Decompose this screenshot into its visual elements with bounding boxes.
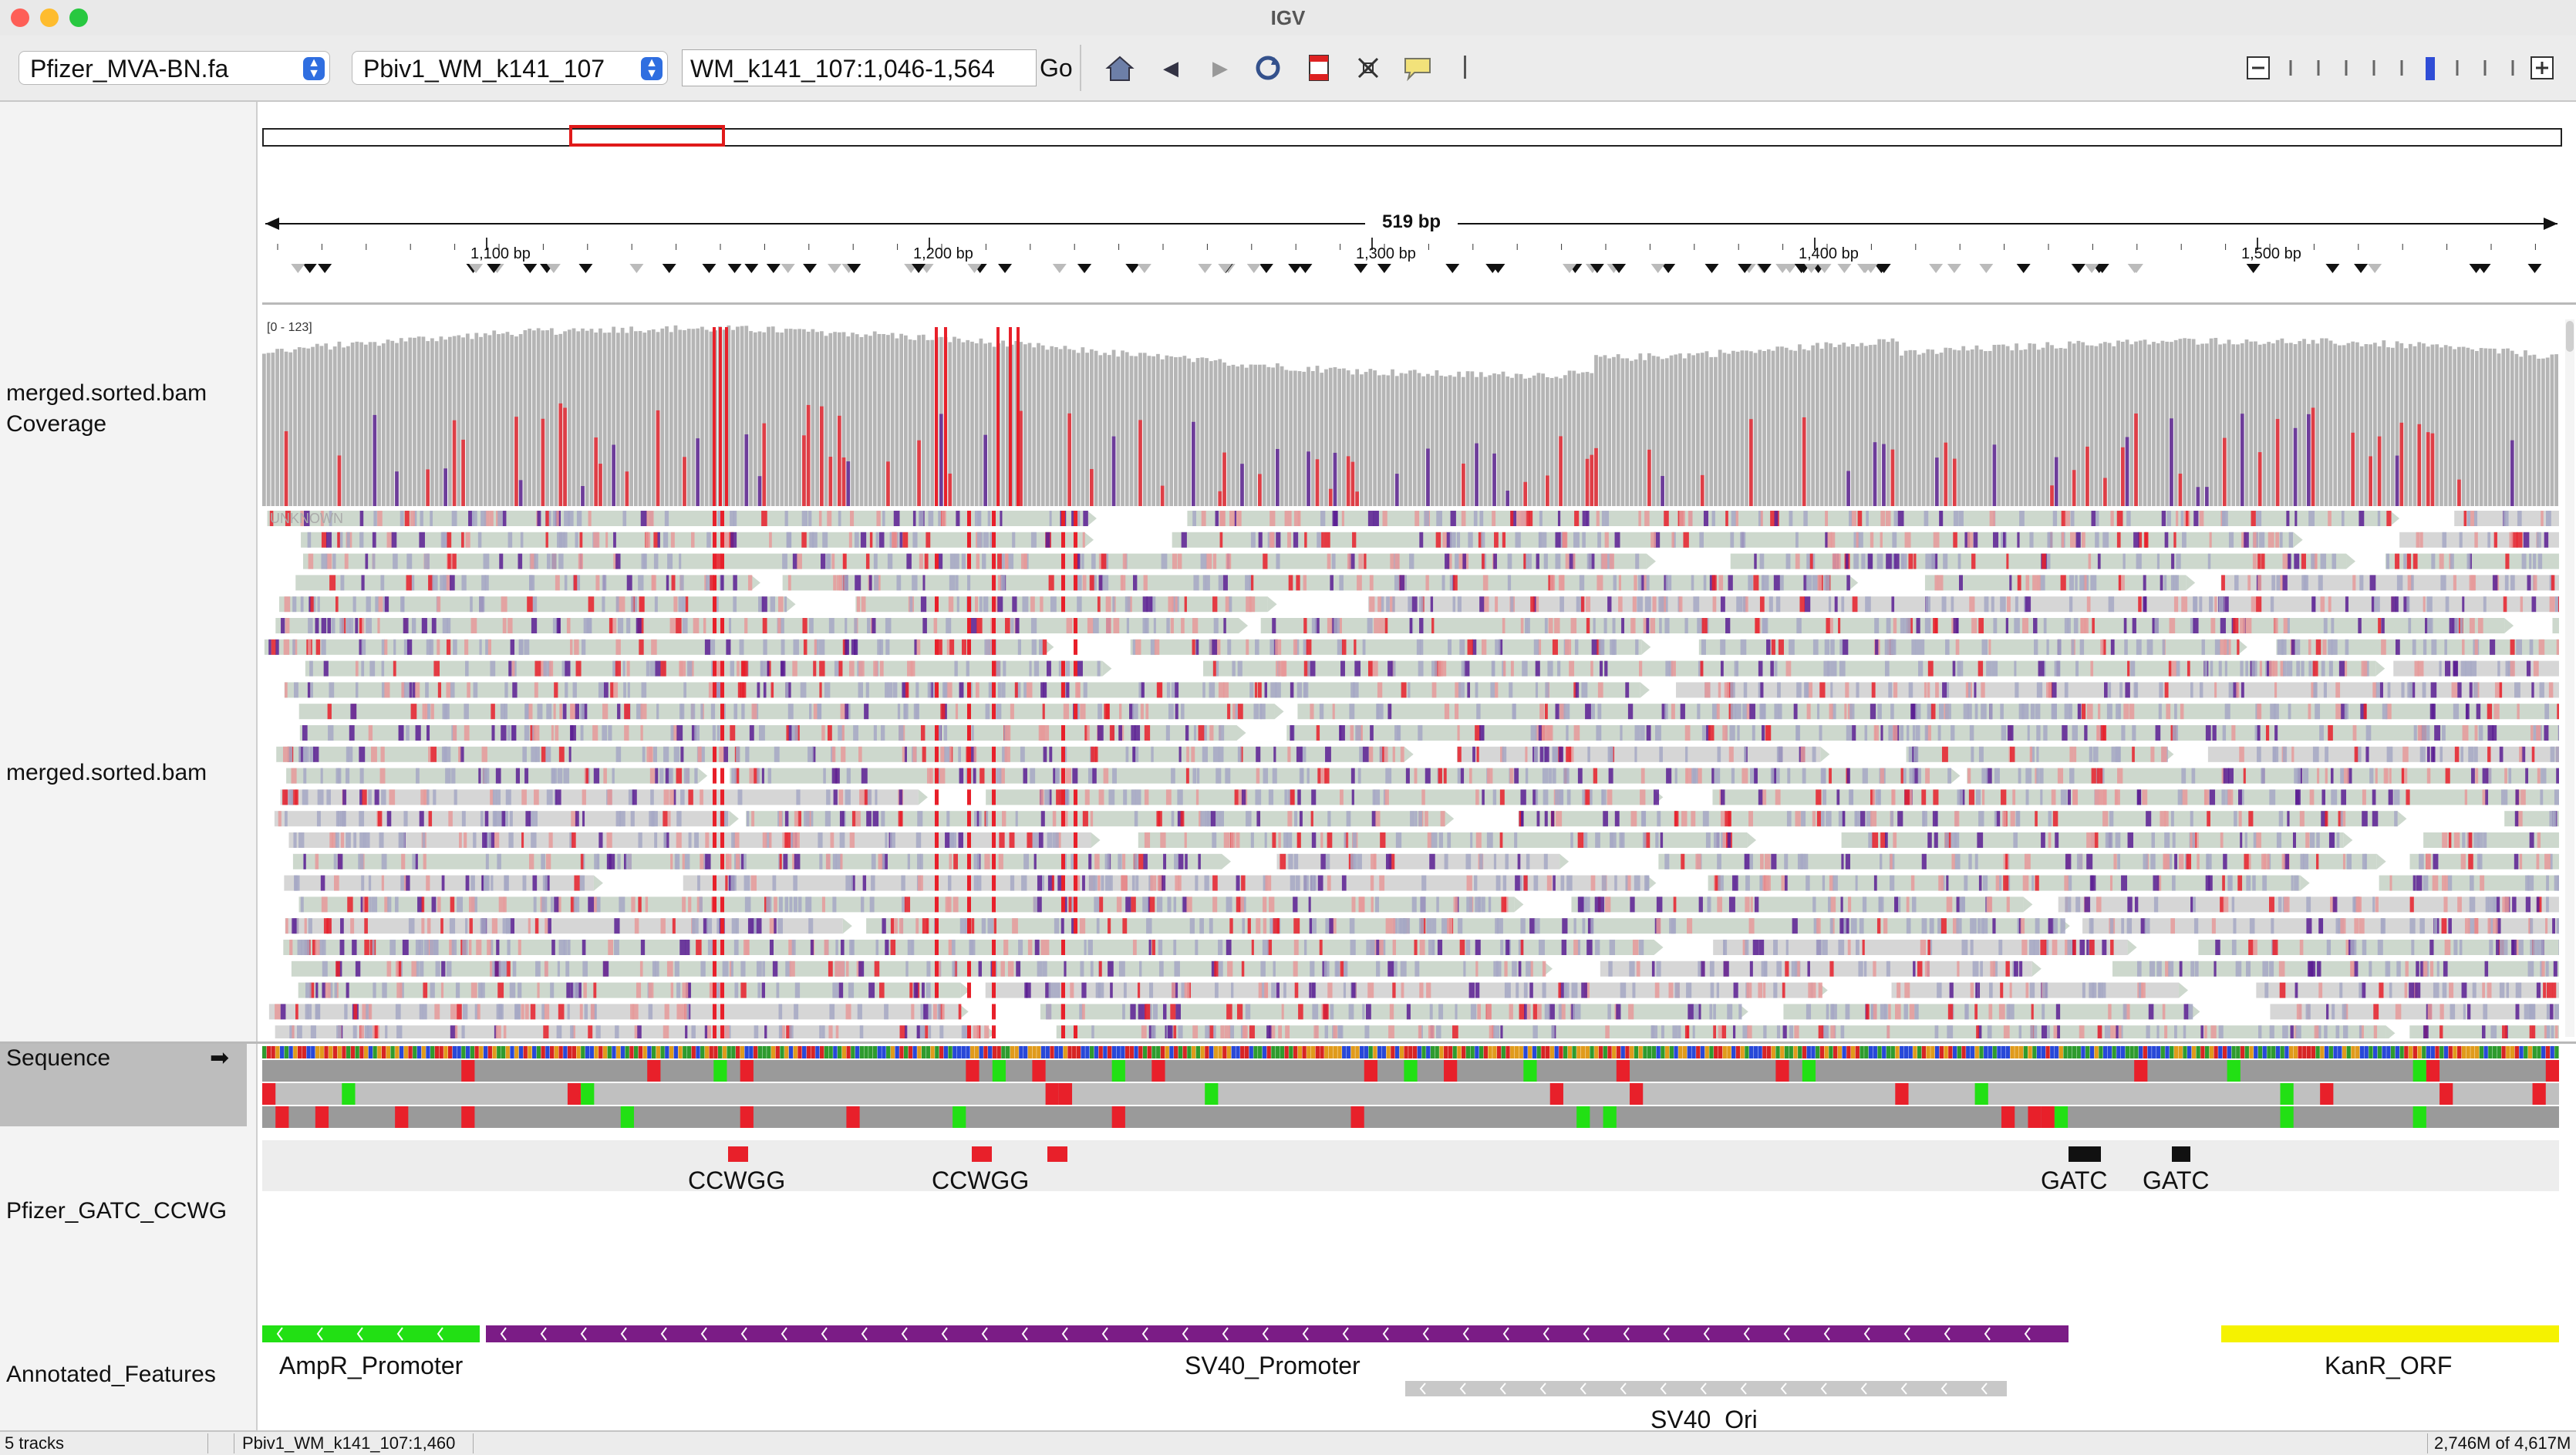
motif-label: CCWGG — [932, 1166, 1029, 1195]
vertical-scrollbar[interactable] — [2565, 319, 2574, 1037]
panel-divider[interactable] — [0, 1041, 2576, 1044]
back-icon[interactable]: ◀ — [1155, 52, 1186, 83]
ruler-span-label: 519 bp — [1382, 211, 1441, 233]
window-title: IGV — [0, 6, 2576, 30]
home-icon[interactable] — [1104, 52, 1135, 83]
features-track[interactable]: AmpR_Promoter SV40_Promoter KanR_ORF SV4… — [262, 1325, 2559, 1430]
feature-label-sv40-promoter: SV40_Promoter — [1185, 1352, 1360, 1380]
window-title-bar: IGV — [0, 0, 2576, 36]
ruler-tick-label: 1,500 bp — [2241, 245, 2301, 263]
ccwgg-motif-mark[interactable] — [972, 1146, 992, 1162]
refresh-icon[interactable] — [1253, 52, 1283, 83]
motif-track-name[interactable]: Pfizer_GATC_CCWG — [6, 1196, 227, 1227]
ccwgg-motif-mark[interactable] — [728, 1146, 748, 1162]
sequence-bases — [262, 1046, 2559, 1140]
alignment-track[interactable]: UNKNOWN — [262, 506, 2559, 1038]
zoom-out-icon[interactable] — [2243, 52, 2274, 83]
ruler-tick-label: 1,400 bp — [1799, 245, 1859, 263]
feature-label-kanr-orf: KanR_ORF — [2325, 1352, 2452, 1380]
status-track-count: 5 tracks — [0, 1433, 208, 1453]
locus-input[interactable]: WM_k141_107:1,046-1,564 — [682, 49, 1037, 86]
alignment-track-name[interactable]: merged.sorted.bam — [6, 758, 207, 788]
features-track-name[interactable]: Annotated_Features — [6, 1359, 216, 1390]
toolbar: Pfizer_MVA-BN.fa ▲▼ Pbiv1_WM_k141_107 ▲▼… — [0, 35, 2576, 102]
select-arrows-icon: ▲▼ — [303, 57, 325, 80]
toolbar-separator — [1080, 45, 1081, 91]
sequence-track[interactable] — [262, 1046, 2559, 1140]
ruler-tick-label: 1,100 bp — [470, 245, 531, 263]
chromosome-select[interactable]: Pbiv1_WM_k141_107 ▲▼ — [352, 51, 668, 85]
zoom-slider[interactable] — [2283, 57, 2530, 80]
status-spacer — [211, 1433, 234, 1453]
forward-icon[interactable]: ▶ — [1205, 52, 1236, 83]
ruler-tick-label: 1,300 bp — [1356, 245, 1416, 263]
motif-label: GATC — [2143, 1166, 2210, 1195]
motif-label: GATC — [2041, 1166, 2108, 1195]
ccwgg-motif-mark[interactable] — [1047, 1146, 1067, 1162]
gatc-motif-mark[interactable] — [2069, 1146, 2101, 1162]
select-arrows-icon: ▲▼ — [641, 57, 663, 80]
status-message — [477, 1433, 2428, 1453]
coverage-histogram — [262, 312, 2559, 506]
strand-arrow-icon[interactable]: ➡ — [210, 1043, 229, 1074]
ruler-panel: 519 bp 1,100 bp 1,200 bp 1,300 bp 1,400 … — [262, 102, 2576, 305]
coverage-track-name[interactable]: merged.sorted.bam Coverage — [6, 378, 251, 440]
resize-icon[interactable] — [1353, 52, 1384, 83]
chromosome-select-value: Pbiv1_WM_k141_107 — [363, 55, 605, 83]
current-view-indicator — [569, 125, 725, 147]
toolbar-separator — [1464, 56, 1466, 79]
motif-label: CCWGG — [688, 1166, 785, 1195]
go-button[interactable]: Go — [1040, 49, 1073, 86]
chromosome-ideogram[interactable] — [262, 128, 2562, 147]
ruler-tick-label: 1,200 bp — [913, 245, 973, 263]
status-memory: 2,746M of 4,617M — [2429, 1433, 2576, 1453]
motif-track-band — [262, 1140, 2559, 1191]
genome-select[interactable]: Pfizer_MVA-BN.fa ▲▼ — [19, 51, 330, 85]
sequence-track-name[interactable]: Sequence — [6, 1043, 110, 1074]
gatc-motif-mark[interactable] — [2172, 1146, 2190, 1162]
status-position: Pbiv1_WM_k141_107:1,460 — [238, 1433, 474, 1453]
zoom-in-icon[interactable] — [2527, 52, 2557, 83]
downsample-label: UNKNOWN — [270, 511, 343, 527]
coverage-range-label: [0 - 123] — [267, 321, 312, 335]
alignment-reads — [262, 506, 2559, 1038]
popup-text-icon[interactable] — [1402, 52, 1433, 83]
genome-select-value: Pfizer_MVA-BN.fa — [30, 55, 228, 83]
coverage-track[interactable]: [0 - 123] — [262, 312, 2559, 506]
feature-shapes — [262, 1325, 2559, 1430]
motif-track[interactable]: CCWGG CCWGG GATC GATC — [262, 1140, 2559, 1325]
roi-icon[interactable] — [1303, 52, 1334, 83]
feature-label-ampr-promoter: AmpR_Promoter — [279, 1352, 463, 1380]
status-bar: 5 tracks Pbiv1_WM_k141_107:1,460 2,746M … — [0, 1430, 2576, 1455]
